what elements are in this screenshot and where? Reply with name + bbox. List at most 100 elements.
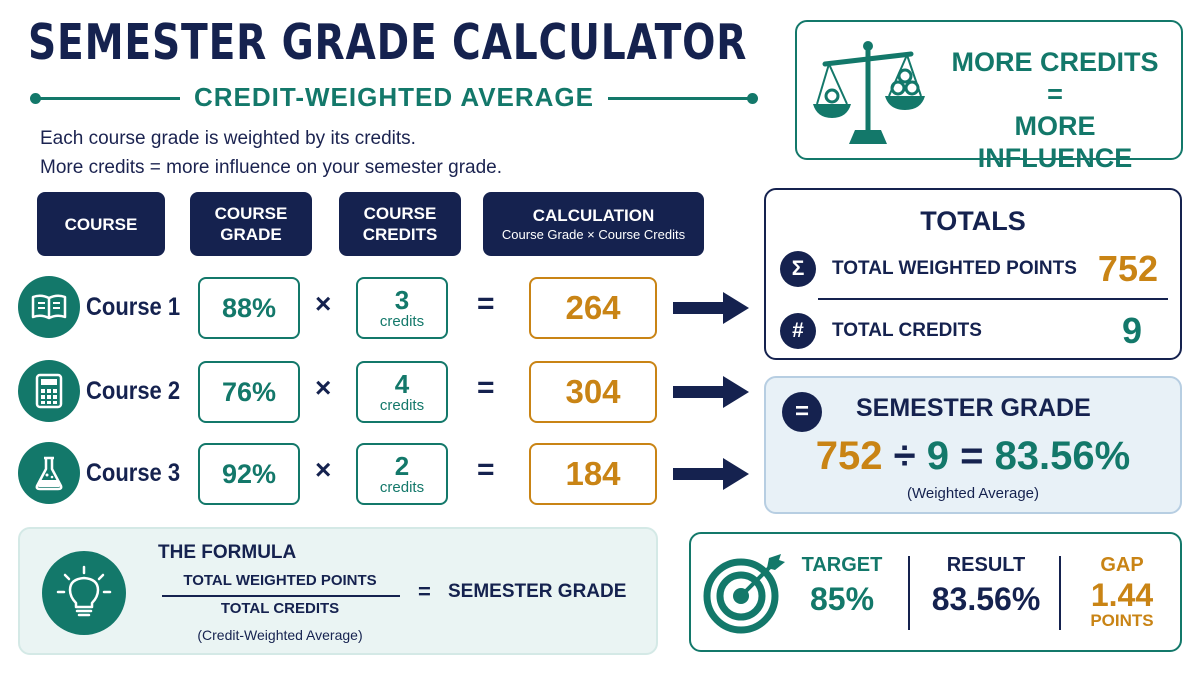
arrow-right-icon <box>673 292 749 324</box>
total-weighted-points-label: TOTAL WEIGHTED POINTS <box>832 258 1077 279</box>
influence-text: MORE CREDITS = MORE INFLUENCE <box>935 46 1175 174</box>
header-calculation: CALCULATION Course Grade × Course Credit… <box>483 192 704 256</box>
formula-equals: = <box>418 579 431 604</box>
course-row: Course 2 76% × 4 credits = 304 <box>18 357 758 427</box>
header-calc-label: CALCULATION <box>532 206 655 225</box>
total-weighted-points-row: Σ TOTAL WEIGHTED POINTS 752 <box>780 248 1172 292</box>
semester-grade-title: SEMESTER GRADE <box>856 394 1091 422</box>
course-row: Course 3 92% × 2 credits = 184 <box>18 439 758 509</box>
header-credits-line2: CREDITS <box>362 225 438 244</box>
course-grade: 76% <box>198 361 300 423</box>
weighted-points: 184 <box>529 443 657 505</box>
formula-title: THE FORMULA <box>158 542 297 563</box>
credits-number: 4 <box>394 368 410 399</box>
result-value: 83.56% <box>931 581 1041 617</box>
formula-numerator: TOTAL WEIGHTED POINTS <box>183 572 377 589</box>
formula-note: (Credit-Weighted Average) <box>197 627 363 643</box>
multiply-sign: × <box>315 288 332 319</box>
formula-denominator: TOTAL CREDITS <box>220 600 340 617</box>
intro-line-1: Each course grade is weighted by its cre… <box>40 128 416 149</box>
course-grade: 88% <box>198 277 300 339</box>
lightbulb-icon <box>42 551 126 635</box>
page-title: SEMESTER GRADE CALCULATOR <box>28 14 748 71</box>
header-grade-line1: COURSE <box>214 204 288 223</box>
arrow-right-icon <box>673 376 749 408</box>
course-row: Course 1 88% × 3 credits = 264 <box>18 273 758 343</box>
equation-credits: 9 <box>926 434 949 478</box>
multiply-sign: × <box>315 454 332 485</box>
arrow-right-icon <box>673 458 749 490</box>
credits-unit: credits <box>379 396 425 414</box>
equation-result: 83.56% <box>994 434 1131 478</box>
gap-unit: POINTS <box>1090 611 1154 630</box>
influence-line-1: MORE CREDITS <box>951 47 1159 77</box>
course-grade: 92% <box>198 443 300 505</box>
header-grade-line2: GRADE <box>220 225 282 244</box>
hash-icon: # <box>780 313 816 349</box>
header-calc-sub: Course Grade × Course Credits <box>501 227 686 242</box>
semester-grade-panel: = SEMESTER GRADE 752 ÷ 9 = 83.56% (Weigh… <box>764 376 1182 514</box>
result-column: RESULT 83.56% <box>917 552 1055 620</box>
equation-divide: ÷ <box>893 434 916 478</box>
subtitle-row: CREDIT-WEIGHTED AVERAGE <box>30 82 758 114</box>
gap-value: 1.44 <box>1090 577 1154 613</box>
total-credits-value: 9 <box>1121 310 1142 351</box>
header-course: COURSE <box>37 192 165 256</box>
semester-grade-note: (Weighted Average) <box>906 485 1040 502</box>
intro-line-2: More credits = more influence on your se… <box>40 157 503 178</box>
subtitle-dot-left <box>30 93 41 104</box>
book-icon <box>18 276 80 338</box>
sigma-icon: Σ <box>780 251 816 287</box>
target-label: TARGET <box>801 554 883 576</box>
equation-equals: = <box>960 434 984 478</box>
target-icon <box>703 554 785 634</box>
total-weighted-points-value: 752 <box>1097 248 1158 289</box>
weighted-points: 264 <box>529 277 657 339</box>
totals-title: TOTALS <box>920 206 1026 236</box>
gap-column: GAP 1.44 POINTS <box>1067 552 1177 630</box>
target-column: TARGET 85% <box>787 552 897 620</box>
influence-line-3: MORE INFLUENCE <box>977 111 1133 173</box>
calculator-icon <box>18 360 80 422</box>
subtitle-dot-right <box>747 93 758 104</box>
formula-panel: THE FORMULA TOTAL WEIGHTED POINTS TOTAL … <box>18 527 658 655</box>
intro-text: Each course grade is weighted by its cre… <box>40 124 502 182</box>
course-credits: 4 credits <box>356 361 448 423</box>
formula-result: SEMESTER GRADE <box>448 581 627 602</box>
credits-number: 2 <box>394 450 410 481</box>
total-credits-label: TOTAL CREDITS <box>832 320 982 341</box>
totals-panel: TOTALS Σ TOTAL WEIGHTED POINTS 752 # TOT… <box>764 188 1182 360</box>
equals-sign: = <box>477 287 495 320</box>
influence-panel: MORE CREDITS = MORE INFLUENCE <box>795 20 1183 173</box>
credits-number: 3 <box>394 284 410 315</box>
influence-line-2: = <box>1047 79 1063 109</box>
multiply-sign: × <box>315 372 332 403</box>
target-panel: TARGET 85% RESULT 83.56% GAP 1.44 POINTS <box>689 532 1182 652</box>
equals-sign: = <box>477 453 495 486</box>
credits-unit: credits <box>379 478 425 496</box>
page-subtitle: CREDIT-WEIGHTED AVERAGE <box>179 82 608 112</box>
equals-icon: = <box>782 392 822 432</box>
course-credits: 3 credits <box>356 277 448 339</box>
equals-sign: = <box>477 371 495 404</box>
totals-divider <box>818 298 1168 300</box>
balance-scale-icon <box>813 41 925 144</box>
course-name: Course 1 <box>86 293 181 321</box>
flask-icon <box>18 442 80 504</box>
course-name: Course 3 <box>86 459 181 487</box>
course-credits: 2 credits <box>356 443 448 505</box>
gap-label: GAP <box>1100 554 1144 576</box>
header-course-label: COURSE <box>64 214 138 234</box>
fraction-bar <box>162 595 400 597</box>
header-credits-line1: COURSE <box>363 204 437 223</box>
semester-grade-equation: 752 ÷ 9 = 83.56% <box>766 434 1180 479</box>
target-value: 85% <box>809 581 875 617</box>
header-course-grade: COURSE GRADE <box>190 192 312 256</box>
equation-points: 752 <box>815 434 883 478</box>
course-name: Course 2 <box>86 377 181 405</box>
result-label: RESULT <box>946 554 1026 576</box>
target-separator <box>908 556 910 630</box>
credits-unit: credits <box>379 312 425 330</box>
header-course-credits: COURSE CREDITS <box>339 192 461 256</box>
result-separator <box>1059 556 1061 630</box>
